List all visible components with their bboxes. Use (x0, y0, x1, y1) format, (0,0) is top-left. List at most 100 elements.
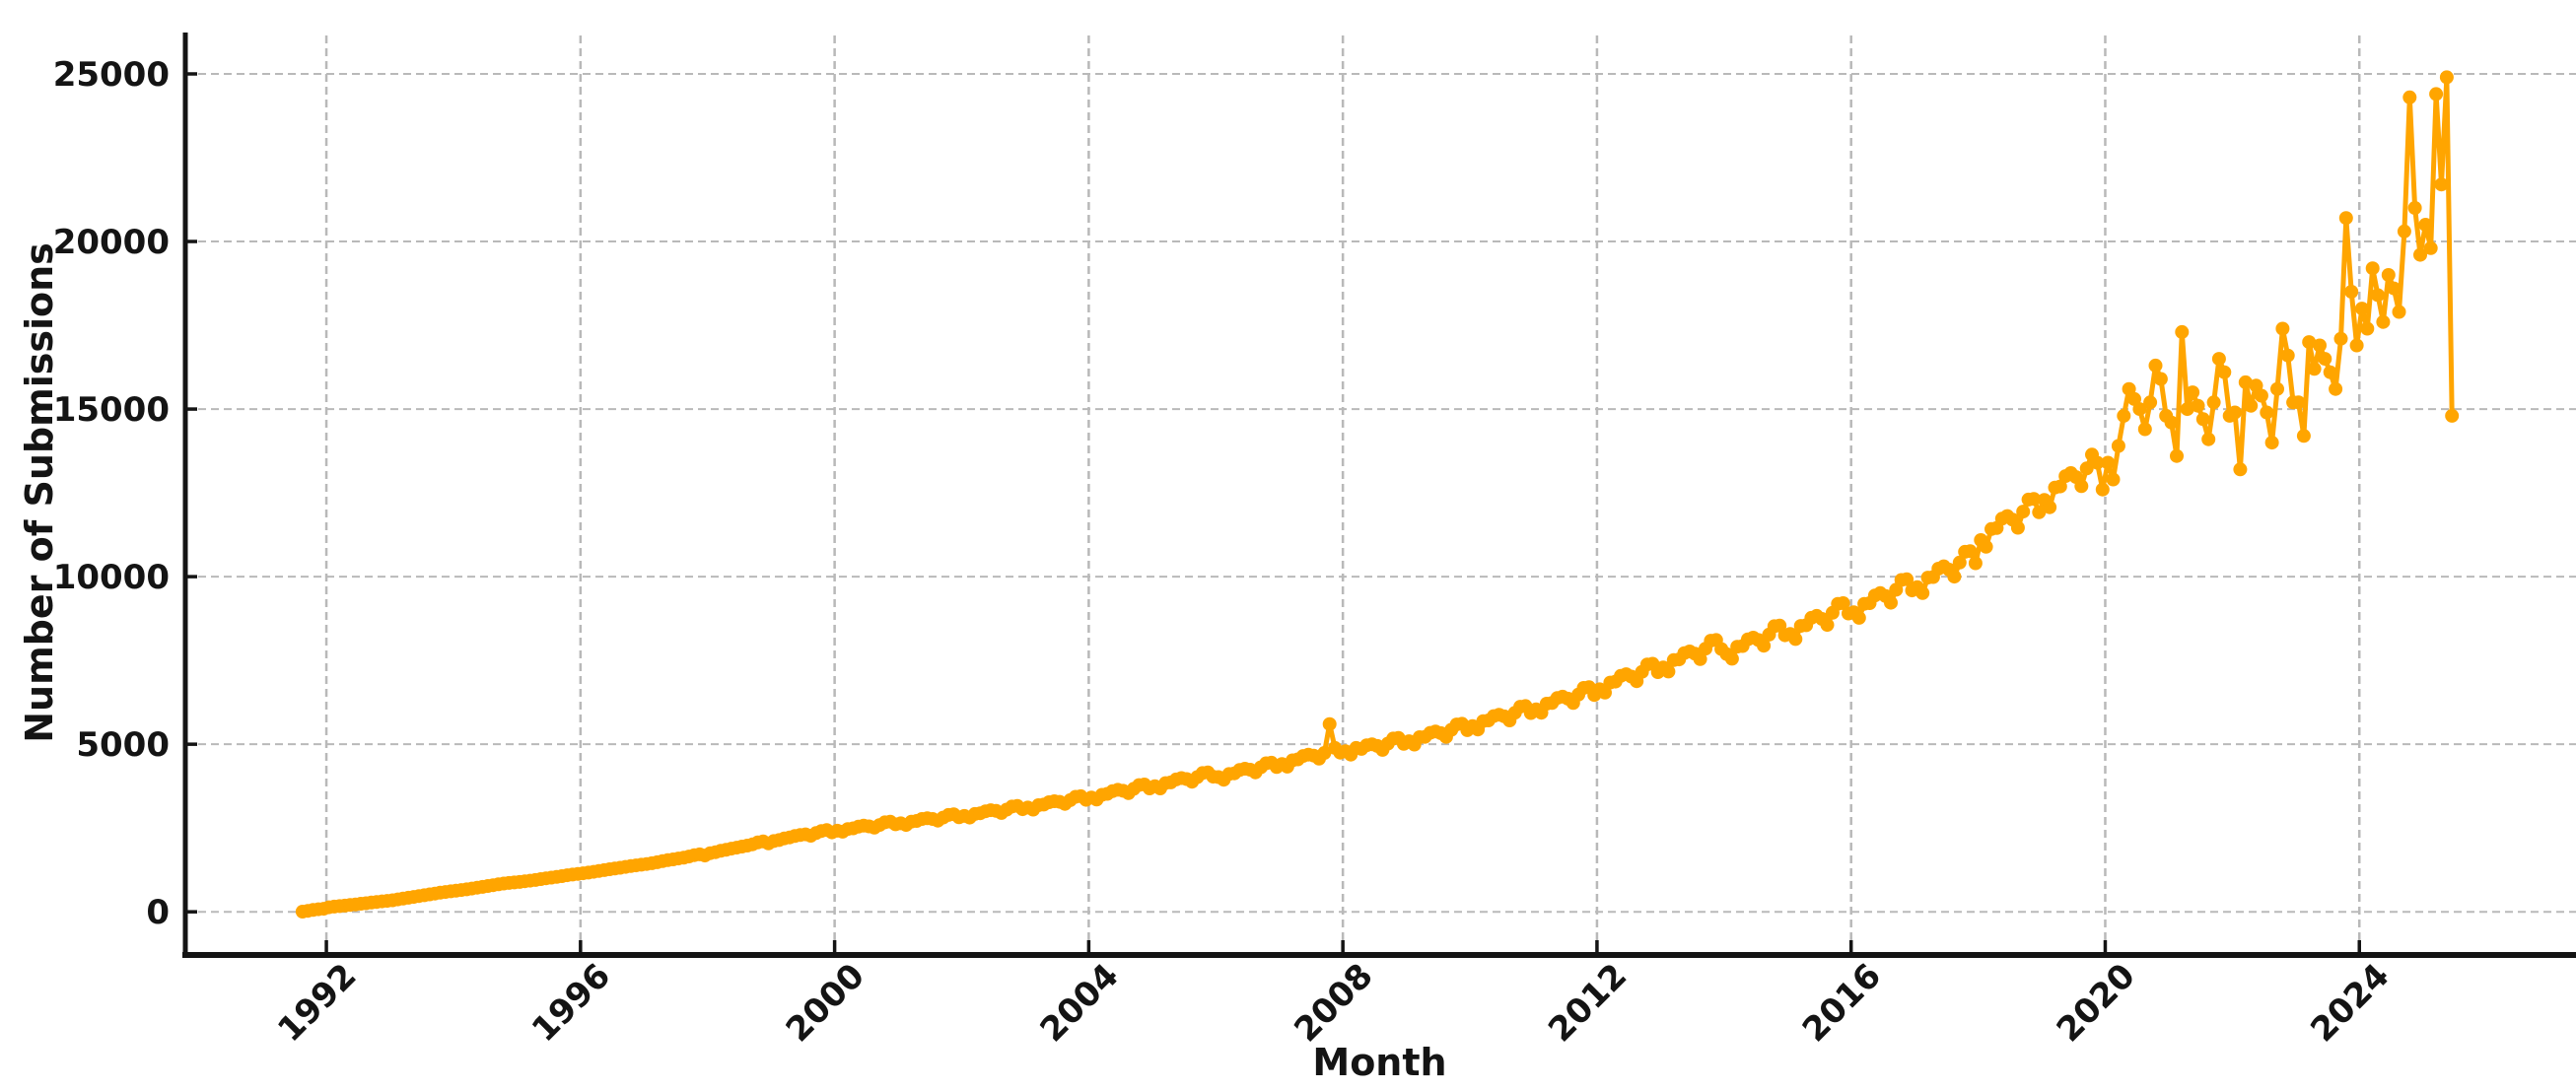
data-point (1820, 618, 1835, 633)
data-point (1693, 651, 1707, 666)
data-point (2275, 321, 2290, 336)
data-point (2106, 472, 2121, 487)
data-point (2164, 415, 2179, 430)
data-point (2397, 224, 2411, 238)
data-point (2143, 395, 2158, 410)
data-point (2032, 505, 2047, 519)
data-point (2101, 455, 2116, 470)
x-tick-label: 2012 (1541, 956, 1635, 1050)
data-point (2254, 388, 2268, 403)
y-tick-label: 10000 (53, 558, 170, 597)
y-tick-label: 20000 (53, 223, 170, 262)
data-point (2043, 500, 2057, 514)
data-point (2338, 211, 2353, 226)
data-point (2402, 90, 2417, 104)
x-tick-label: 2020 (2050, 956, 2143, 1050)
data-point (2148, 358, 2163, 373)
x-tick-label: 2004 (1033, 956, 1127, 1050)
data-point (2360, 321, 2375, 336)
data-point (2233, 462, 2248, 477)
data-point (2323, 365, 2337, 379)
data-point (2318, 352, 2332, 367)
x-tick-label: 2016 (1795, 956, 1889, 1050)
data-point (2264, 436, 2279, 450)
data-point (1947, 570, 1962, 584)
data-point (2244, 398, 2259, 413)
data-point (2349, 338, 2364, 353)
data-point (2439, 70, 2454, 85)
data-point (2413, 247, 2427, 262)
data-point (2180, 402, 2194, 417)
y-tick-label: 25000 (53, 55, 170, 95)
data-point (2302, 335, 2317, 350)
data-point (2010, 520, 2025, 535)
x-tick-label: 2024 (2303, 956, 2397, 1050)
y-axis-title: Number of Submissions (18, 242, 61, 743)
data-point (1968, 556, 1983, 571)
data-point (2296, 429, 2311, 443)
x-tick-label: 1996 (524, 956, 618, 1050)
data-point (1788, 632, 1803, 647)
data-point (1952, 555, 1967, 570)
data-point (2206, 395, 2221, 410)
series-line (300, 74, 2455, 915)
data-point (2238, 375, 2253, 389)
data-point (1900, 572, 1915, 586)
data-point (2354, 302, 2369, 316)
data-point (1724, 651, 1739, 666)
data-point (1836, 596, 1850, 610)
data-point (2217, 365, 2232, 379)
data-point (2170, 448, 2184, 463)
data-point (1884, 595, 1898, 610)
data-point (2329, 381, 2343, 396)
data-point (2117, 408, 2131, 423)
data-point (2313, 338, 2327, 353)
data-point (1851, 610, 1866, 625)
data-point (2407, 201, 2422, 215)
data-point (2027, 492, 2041, 507)
data-point (1317, 746, 1332, 760)
data-point (2132, 402, 2147, 417)
x-tick-label: 2000 (779, 956, 872, 1050)
data-point (2392, 305, 2406, 319)
data-point (1979, 539, 1993, 554)
data-point (2434, 177, 2449, 192)
data-point (1322, 716, 1337, 731)
y-tick-label: 5000 (76, 725, 170, 765)
data-point (2153, 372, 2168, 386)
data-point (2376, 314, 2391, 329)
y-tick-label: 15000 (53, 390, 170, 430)
data-point (2228, 405, 2242, 420)
data-point (1661, 664, 1676, 679)
x-tick-label: 2008 (1287, 956, 1380, 1050)
data-point (2291, 395, 2306, 410)
data-point (2381, 268, 2396, 282)
data-point (2280, 348, 2295, 363)
data-point (2074, 479, 2089, 494)
data-point (2191, 398, 2205, 413)
data-point (2137, 422, 2152, 437)
data-point (1963, 544, 1978, 559)
data-point (2423, 240, 2438, 255)
y-tick-label: 0 (146, 893, 170, 932)
data-point (2016, 505, 2031, 519)
data-point (2307, 362, 2322, 376)
data-point (2079, 461, 2094, 476)
data-point (2090, 455, 2105, 470)
data-point (2195, 412, 2210, 427)
data-point (2418, 218, 2433, 232)
data-point (2371, 288, 2385, 303)
data-point (2445, 408, 2460, 423)
data-point (2201, 432, 2216, 446)
data-point (2365, 261, 2380, 276)
data-point (2429, 87, 2444, 102)
data-point (2211, 352, 2226, 367)
x-axis-title: Month (1312, 1041, 1447, 1084)
data-point (2186, 385, 2200, 400)
x-tick-label: 1992 (270, 956, 364, 1050)
data-point (2333, 331, 2348, 346)
data-point (2270, 381, 2284, 396)
data-point (2260, 405, 2274, 420)
